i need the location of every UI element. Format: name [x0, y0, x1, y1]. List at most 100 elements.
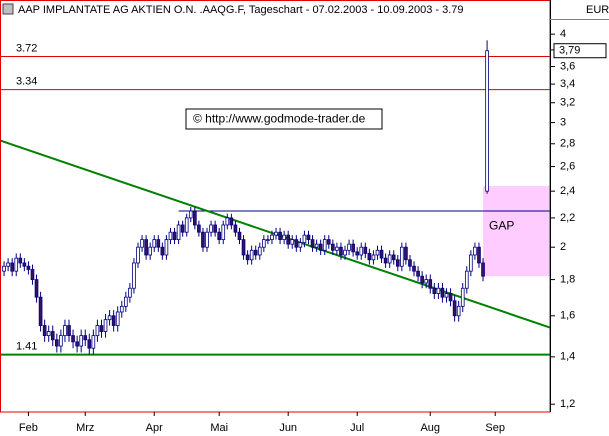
candle-body — [168, 231, 173, 241]
candle-body — [14, 257, 19, 272]
candle-body — [67, 325, 71, 337]
y-tick-label: 1,2 — [560, 398, 575, 410]
candle-body — [310, 239, 315, 248]
candle-body — [34, 279, 39, 298]
candle-body — [477, 246, 481, 264]
candle-body — [50, 331, 55, 341]
candle-body — [286, 234, 291, 245]
chart-title: AAP IMPLANTATE AG AKTIEN O.N. .AAQG.F, T… — [18, 4, 464, 16]
candle-body — [249, 249, 254, 261]
candle-body — [75, 341, 79, 347]
candle-body — [132, 262, 136, 289]
candle-body — [408, 259, 412, 267]
candle-body — [444, 293, 449, 298]
candle-body — [416, 270, 420, 277]
candle-body — [217, 231, 222, 241]
gap-zone — [483, 186, 550, 277]
candle-body — [156, 239, 161, 248]
candle-body — [460, 287, 465, 307]
y-tick-label: 2,6 — [560, 160, 575, 172]
candle-body — [294, 239, 299, 248]
candle-body — [355, 251, 360, 256]
candle-body — [302, 234, 307, 244]
candle-body — [233, 224, 238, 233]
candle-body — [205, 231, 209, 248]
candle-body — [237, 231, 242, 241]
x-tick-label: Aug — [420, 422, 440, 434]
candle-body — [10, 262, 14, 272]
candle-body — [375, 249, 380, 256]
candle-body — [290, 239, 295, 245]
candle-body — [221, 224, 226, 241]
candle-body — [436, 287, 441, 294]
candle-body — [424, 279, 429, 284]
candle-body — [400, 246, 404, 267]
candle-body — [282, 234, 286, 241]
candle-body — [148, 246, 153, 256]
candle-body — [164, 239, 169, 256]
candle-body — [395, 259, 400, 267]
candle-body — [245, 254, 250, 261]
y-tick-label: 2 — [560, 241, 566, 253]
y-tick-label: 4 — [560, 28, 566, 40]
candle-body — [404, 246, 408, 261]
candle-body — [241, 239, 246, 256]
candle-body — [115, 311, 120, 326]
x-tick-label: Jul — [350, 422, 364, 434]
y-tick-label: 3,6 — [560, 60, 575, 72]
candle-body — [55, 339, 59, 347]
candle-body — [298, 242, 303, 248]
x-tick-label: Jun — [279, 422, 297, 434]
candle-body — [22, 262, 27, 267]
candle-body — [87, 339, 92, 349]
level-label: 3.72 — [16, 42, 37, 54]
candle-body — [111, 315, 116, 326]
candle-body — [6, 262, 10, 267]
y-tick-label: 1,8 — [560, 273, 575, 285]
candle-body — [306, 234, 311, 241]
candle-body — [412, 265, 416, 272]
candle-body — [420, 275, 424, 284]
candle-body — [119, 305, 124, 313]
last-price-label: 3,79 — [559, 45, 580, 57]
copyright-box — [185, 108, 383, 130]
candle-body — [278, 231, 282, 241]
y-tick-label: 1,4 — [560, 351, 575, 363]
candle-body — [140, 239, 144, 248]
candle-body — [452, 300, 457, 317]
candle-body — [257, 246, 262, 256]
candle-body — [432, 287, 437, 294]
candle-body — [136, 246, 140, 264]
candle-body — [99, 325, 104, 332]
candle-body — [160, 246, 165, 256]
candle-body — [473, 246, 477, 256]
y-tick-label: 2,8 — [560, 138, 575, 150]
candle-body — [95, 325, 100, 337]
candle-body — [464, 270, 469, 289]
candle-body — [469, 254, 473, 272]
candle-body — [379, 249, 384, 259]
candle-body — [485, 50, 489, 192]
candle-body — [363, 246, 368, 254]
candle-body — [184, 217, 189, 233]
x-tick-label: Sep — [485, 422, 505, 434]
candle-body — [197, 224, 201, 233]
candle-body — [367, 253, 372, 261]
level-label: 1.41 — [16, 341, 37, 353]
x-tick-label: Feb — [19, 422, 38, 434]
candle-body — [188, 210, 193, 219]
candle-body — [79, 335, 84, 347]
candle-body — [440, 287, 445, 298]
candle-body — [391, 254, 396, 261]
candle-body — [343, 249, 347, 256]
candle-body — [193, 210, 197, 226]
candle-body — [26, 265, 31, 270]
candle-body — [128, 287, 132, 298]
candle-body — [46, 331, 51, 337]
title-icon — [2, 3, 14, 15]
y-tick-label: 1,6 — [560, 310, 575, 322]
candle-body — [225, 217, 230, 226]
candle-body — [38, 296, 43, 326]
candle-body — [18, 257, 23, 264]
